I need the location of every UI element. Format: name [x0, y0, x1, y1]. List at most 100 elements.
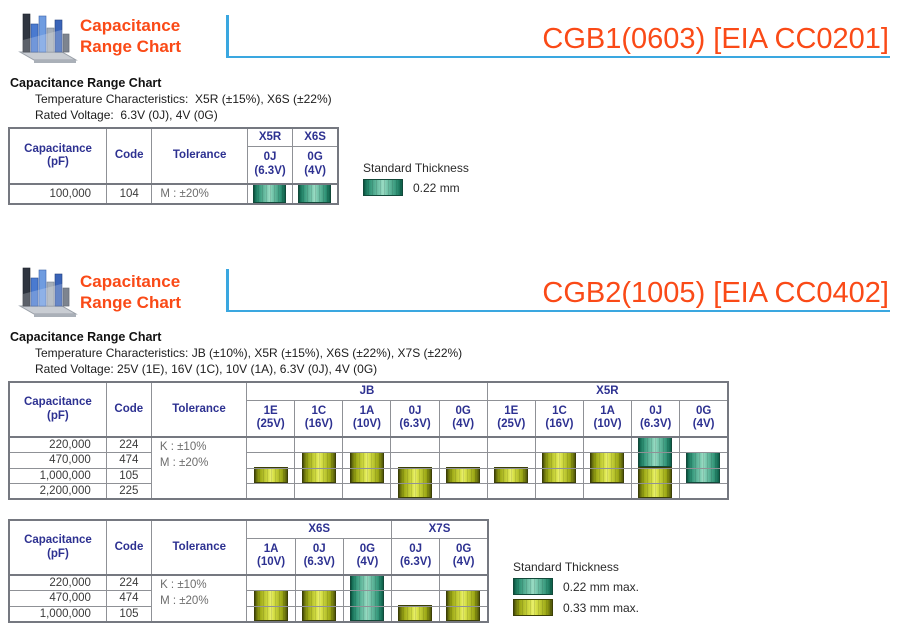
legend-item: 0.33 mm max. [513, 599, 639, 616]
legend-label: 0.33 mm max. [563, 600, 640, 615]
code-value: 474 [105, 590, 153, 607]
legend-title: Standard Thickness [363, 161, 469, 175]
voltage-header: 0J (6.3V) [246, 145, 294, 185]
capacitance-range-grid: Capacitance (pF) Code Tolerance X6S X7S 1A (10V… [8, 519, 489, 623]
rated-voltage-line: Rated Voltage: 6.3V (0J), 4V (0G) [35, 108, 218, 122]
legend-label: 0.22 mm [413, 180, 460, 195]
range-cell [391, 605, 441, 623]
capacitance-table-cgb1: Capacitance (pF) Code Tolerance X5R X6S 0J (6.3… [8, 127, 339, 207]
capacitance-header: Capacitance (pF) [8, 519, 107, 576]
table-row: 2,200,000 225 [8, 483, 729, 500]
range-cell [534, 452, 584, 469]
range-cell [292, 183, 339, 205]
tc-group-header: X6S [246, 519, 393, 539]
voltage-header: 1C (16V) [534, 399, 584, 438]
range-cell [438, 436, 488, 454]
voltage-header: 1A (10V) [342, 399, 392, 438]
temperature-characteristics-line: Temperature Characteristics: X5R (±15%),… [35, 92, 332, 106]
rated-voltage-line: Rated Voltage: 25V (1E), 16V (1C), 10V (… [35, 362, 378, 376]
tc-group-header: X5R [486, 381, 729, 401]
header-group-row: Capacitance (pF) Code Tolerance JB X5R [8, 381, 729, 438]
section-heading: Capacitance Range Chart [10, 330, 162, 344]
range-cell [438, 452, 488, 469]
code-header: Code [105, 381, 152, 438]
logo-title: Capacitance Range Chart [80, 272, 182, 312]
section-heading: Capacitance Range Chart [10, 76, 162, 90]
bar-chart-logo-graphic [18, 267, 78, 317]
range-cell [390, 483, 440, 500]
range-cell [390, 467, 440, 485]
legend-item: 0.22 mm max. [513, 578, 639, 595]
range-cell [391, 590, 441, 607]
table-row: 470,000 474 [8, 452, 729, 469]
capacitance-value: 1,000,000 [8, 467, 107, 485]
tolerance-cell: M : ±20% [151, 183, 248, 205]
range-cell [631, 436, 681, 454]
legend-item: 0.22 mm [363, 179, 469, 196]
range-cell [342, 436, 392, 454]
title-rule-line [226, 269, 890, 312]
voltage-header: 0J (6.3V) [390, 399, 440, 438]
thickness-legend: Standard Thickness 0.22 mm max. 0.33 mm … [513, 560, 639, 616]
range-cell [582, 436, 633, 454]
range-cell [246, 590, 296, 607]
teal-thickness-swatch [513, 578, 553, 595]
capacitance-header: Capacitance (pF) [8, 381, 107, 438]
capacitance-range-grid: Capacitance (pF) Code Tolerance JB X5R 1E (25V)… [8, 381, 729, 501]
code-header: Code [106, 127, 153, 185]
tc-group-header: X5R [246, 127, 294, 147]
table-row: 100,000 104 M : ±20% [8, 183, 339, 205]
table-row: 220,000 224 K : ±10% M : ±20% [8, 574, 489, 623]
range-cell [294, 574, 344, 592]
range-cell [246, 436, 296, 454]
table-row: 470,000 474 [8, 590, 489, 607]
capacitance-header: Capacitance (pF) [8, 127, 108, 185]
legend-title: Standard Thickness [513, 560, 619, 574]
range-cell [679, 467, 729, 485]
voltage-header: 1C (16V) [294, 399, 344, 438]
voltage-header: 0G (4V) [292, 145, 339, 185]
voltage-header: 0G (4V) [679, 399, 729, 438]
logo-title: Capacitance Range Chart [80, 16, 182, 56]
range-cell [246, 483, 296, 500]
range-cell [246, 467, 296, 485]
teal-thickness-swatch [363, 179, 403, 196]
header-group-row: Capacitance (pF) Code Tolerance X6S X7S [8, 519, 489, 576]
legend-label: 0.22 mm max. [563, 579, 640, 594]
range-cell [342, 467, 392, 485]
voltage-header: 1E (25V) [246, 399, 296, 438]
range-cell [342, 452, 392, 469]
voltage-header: 0J (6.3V) [631, 399, 681, 438]
title-rule-line [226, 15, 890, 58]
range-cell [439, 574, 489, 592]
range-cell [294, 467, 344, 485]
range-cell [438, 483, 488, 500]
capacitance-range-grid: Capacitance (pF) Code Tolerance X5R X6S 0J (6.3… [8, 127, 339, 205]
range-cell [582, 452, 633, 469]
bar-chart-logo [16, 260, 80, 325]
code-value: 225 [105, 483, 152, 500]
range-cell [294, 605, 344, 623]
range-cell [246, 605, 296, 623]
voltage-header: 0G (4V) [439, 537, 489, 576]
part-number-title: CGB1(0603) [EIA CC0201] [542, 23, 889, 55]
header-voltage-row: 0J (6.3V) 0G (4V) [9, 145, 339, 185]
table-row: 220,000 224 K : ±10% M : ±20% [8, 436, 729, 500]
tolerance-line: K : ±10% [159, 441, 207, 453]
yellow-thickness-swatch [513, 599, 553, 616]
range-cell [631, 467, 681, 485]
capacitance-table-cgb2-jb-x5r: Capacitance (pF) Code Tolerance JB X5R 1E (25V)… [8, 381, 729, 502]
voltage-header: 1E (25V) [486, 399, 536, 438]
range-cell [294, 590, 344, 607]
voltage-header: 0J (6.3V) [391, 537, 441, 576]
range-cell [390, 436, 440, 454]
range-cell [631, 452, 681, 469]
range-cell [294, 436, 344, 454]
voltage-header: 0J (6.3V) [294, 537, 344, 576]
range-cell [582, 467, 633, 485]
voltage-header: 1A (10V) [246, 537, 296, 576]
range-cell [631, 483, 681, 500]
tc-group-header: JB [246, 381, 488, 401]
range-cell [342, 574, 393, 592]
range-cell [679, 436, 729, 454]
